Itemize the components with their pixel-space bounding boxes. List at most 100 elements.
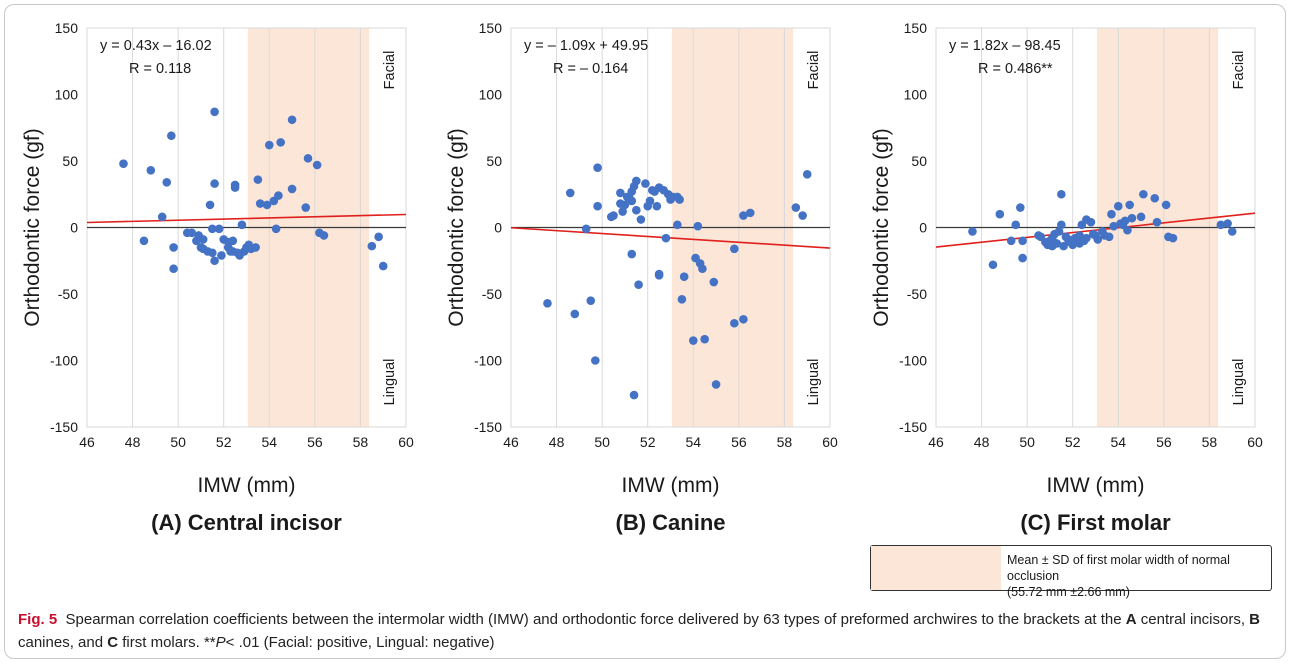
- panel-3-x-tick-label: 50: [1019, 434, 1035, 450]
- panel-2-data-point: [591, 356, 600, 365]
- panel-3-data-point: [1109, 221, 1119, 231]
- panel-2-x-tick-label: 56: [731, 434, 747, 450]
- panel-3-equation-label: y = 1.82x – 98.45: [949, 38, 1061, 54]
- panel-1-data-point: [374, 232, 383, 242]
- panel-3-x-tick-label: 56: [1156, 434, 1172, 450]
- panel-1-facial-label: Facial: [382, 51, 398, 90]
- panel-2-data-point: [618, 207, 627, 216]
- panel-1-y-tick-label: 150: [55, 20, 79, 36]
- panel-3-data-point: [1123, 225, 1132, 235]
- panel-1-lingual-label: Lingual: [382, 359, 398, 406]
- panel-3-data-point: [1150, 193, 1160, 203]
- panel-3-data-point: [1104, 232, 1114, 242]
- panel-2-data-point: [632, 176, 641, 186]
- panel-2-data-point: [709, 277, 719, 287]
- panel-2-data-point: [693, 221, 703, 231]
- panel-2-x-tick-label: 58: [777, 434, 793, 450]
- panel-2-data-point: [645, 196, 655, 206]
- caption-B: B: [1249, 611, 1261, 628]
- caption-P: P: [215, 634, 226, 651]
- panel-1-data-point: [255, 199, 265, 208]
- panel-1-data-point: [217, 251, 226, 260]
- panel-1-data-point: [208, 248, 217, 258]
- legend-swatch: [871, 546, 1001, 590]
- panel-3-data-point: [1052, 239, 1062, 248]
- panel-3-y-tick-label: 0: [919, 220, 927, 236]
- panel-2-data-point: [730, 318, 739, 328]
- panel-3-data-point: [1227, 227, 1237, 236]
- panel-2-x-tick-label: 46: [503, 434, 519, 450]
- panel-2-y-axis-label: Orthodontic force (gf): [445, 128, 468, 326]
- panel-3-x-tick-label: 48: [974, 434, 990, 450]
- panel-3-data-point: [1113, 201, 1123, 211]
- panel-2-x-tick-label: 48: [549, 434, 565, 450]
- panel-2-data-point: [543, 299, 552, 308]
- panel-1-data-point: [169, 243, 178, 252]
- panel-3-data-point: [1127, 213, 1137, 223]
- panel-3-data-point: [1018, 253, 1027, 263]
- panel-3-data-point: [1093, 235, 1103, 244]
- panel-2-facial-label: Facial: [806, 51, 822, 90]
- panel-2-y-tick-label: 150: [479, 20, 503, 36]
- panel-3-data-point: [968, 227, 977, 236]
- panel-1-data-point: [167, 131, 176, 141]
- panel-2-data-point: [593, 201, 602, 211]
- panel-1-data-point: [253, 175, 263, 184]
- panel-2-data-point: [679, 272, 689, 282]
- panel-1-data-point: [301, 203, 311, 212]
- panel-1-data-point: [210, 179, 219, 188]
- panel-2-data-point: [593, 163, 602, 172]
- legend-text: Mean ± SD of first molar width of normal…: [1007, 552, 1271, 600]
- panel-1-data-point: [146, 166, 156, 175]
- panel-1-data-point: [210, 256, 219, 266]
- caption-A: A: [1125, 611, 1137, 628]
- panel-1-data-point: [312, 160, 322, 170]
- panel-1-y-tick-label: -100: [50, 353, 78, 369]
- panel-3-panel-title: (C) First molar: [1020, 510, 1171, 535]
- panel-3-data-point: [1120, 216, 1130, 226]
- panel-2-data-point: [652, 201, 662, 211]
- panel-1-data-point: [230, 180, 240, 190]
- panel-2-data-point: [677, 295, 687, 304]
- panel-1-y-tick-label: 0: [70, 220, 78, 236]
- panel-1-data-point: [319, 231, 329, 240]
- panel-1-data-point: [210, 107, 219, 117]
- panel-2-panel-title: (B) Canine: [616, 510, 726, 535]
- caption-part5: < .01 (Facial: positive, Lingual: negati…: [225, 634, 495, 651]
- panel-1-data-point: [162, 177, 172, 187]
- panel-3-x-tick-label: 52: [1065, 434, 1081, 450]
- panel-3-data-point: [1107, 209, 1116, 219]
- legend-line2: (55.72 mm ±2.66 mm): [1007, 585, 1130, 599]
- panel-2-data-point: [661, 233, 671, 243]
- panel-1-x-tick-label: 56: [307, 434, 323, 450]
- panel-1-x-tick-label: 52: [216, 434, 232, 450]
- caption-part2: central incisors,: [1140, 611, 1245, 628]
- panel-1-data-point: [139, 236, 149, 246]
- panel-2-data-point: [634, 280, 643, 289]
- panel-3-data-point: [1082, 233, 1091, 243]
- panel-2-data-point: [627, 196, 637, 206]
- panel-3-lingual-label: Lingual: [1231, 359, 1247, 406]
- panel-2-data-point: [641, 179, 650, 188]
- panel-3-data-point: [1016, 203, 1025, 212]
- caption-C: C: [107, 634, 119, 651]
- panel-2-y-tick-label: 0: [494, 220, 502, 236]
- panel-3-data-point: [1057, 189, 1066, 199]
- panel-1-data-point: [228, 236, 238, 246]
- panel-1-regression-line: [86, 213, 407, 224]
- panel-2-data-point: [609, 211, 618, 220]
- panel-1-data-point: [157, 212, 167, 222]
- panel-3-r-label: R = 0.486**: [978, 61, 1053, 77]
- panel-2-data-point: [636, 215, 646, 224]
- panel-2-data-point: [627, 249, 637, 259]
- panel-3-data-point: [995, 209, 1005, 219]
- panel-3-x-tick-label: 58: [1202, 434, 1218, 450]
- panel-1-data-point: [187, 228, 197, 238]
- panel-3-regression-line: [935, 212, 1256, 248]
- panel-1-x-tick-label: 50: [170, 434, 186, 450]
- panel-3-data-point: [1152, 217, 1162, 227]
- panel-3-y-tick-label: 50: [911, 153, 927, 169]
- panel-3-data-point: [1011, 220, 1021, 230]
- panel-3-data-point: [988, 260, 998, 270]
